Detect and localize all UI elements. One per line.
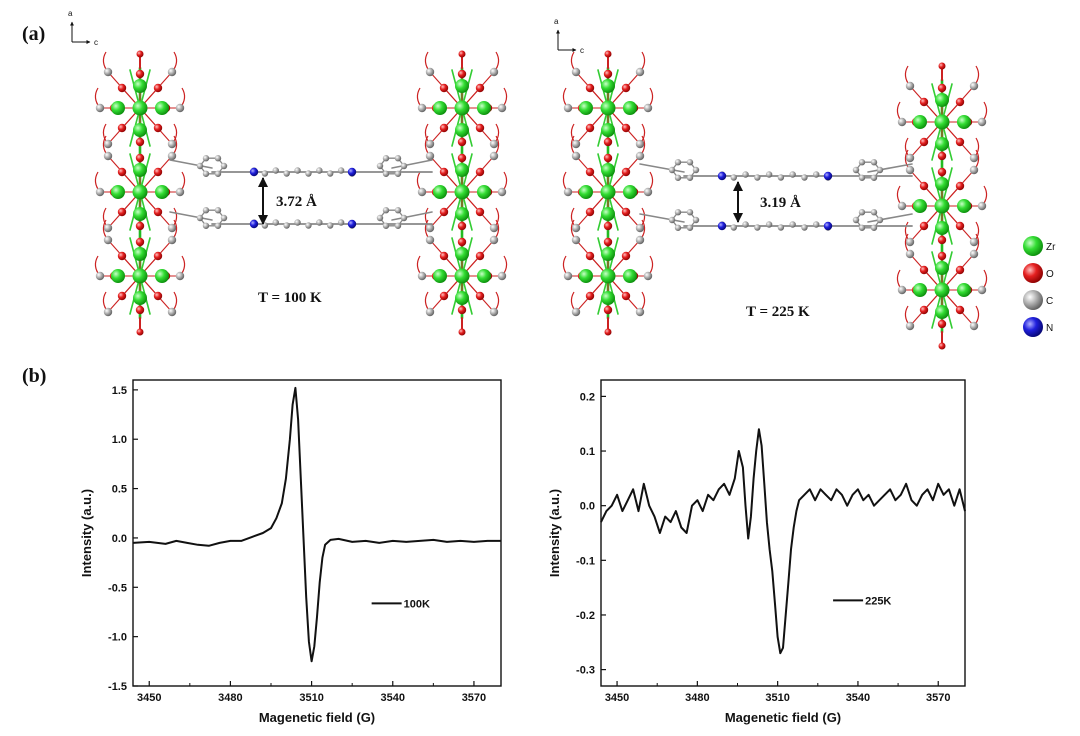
axes-indicator-right: a c (554, 17, 584, 55)
x-tick-label: 3450 (605, 692, 629, 704)
axis-c-label-right: c (580, 46, 584, 55)
mof-column-left-b-cluster-0 (562, 51, 654, 149)
linker-upper-left (169, 155, 433, 177)
stacking-distance-right: 3.19 Å (733, 181, 801, 223)
legend-swatch-o (1023, 263, 1043, 283)
x-tick-label: 3540 (846, 692, 870, 704)
mof-column-left-a-cluster-0 (94, 51, 186, 149)
panel-b-label: (b) (22, 365, 46, 387)
linker-upper-right (639, 159, 913, 181)
mof-column-right-a-cluster-0 (416, 51, 508, 149)
y-tick-label: -0.2 (576, 610, 595, 622)
x-tick-label: 3540 (381, 692, 405, 704)
x-axis-title: Magenetic field (G) (259, 710, 375, 725)
x-tick-label: 3510 (765, 692, 789, 704)
y-tick-label: 0.0 (580, 501, 595, 513)
y-axis-title: Intensity (a.u.) (547, 489, 562, 577)
temperature-label-right: T = 225 K (746, 304, 810, 320)
y-tick-label: 0.0 (112, 533, 127, 545)
linker-lower-right (639, 209, 913, 231)
legend-label-n: N (1046, 323, 1053, 334)
distance-label-right: 3.19 Å (760, 195, 801, 211)
x-tick-label: 3570 (462, 692, 486, 704)
y-tick-label: -0.1 (576, 555, 595, 567)
mof-column-right-b-cluster-1 (896, 149, 988, 247)
axis-c-label-left: c (94, 38, 98, 47)
mof-column-left-a-cluster-2 (94, 219, 186, 317)
mof-column-right-a-cluster-2 (416, 219, 508, 317)
mof-column-right-a-cluster-1 (416, 135, 508, 233)
y-tick-label: -0.5 (108, 582, 127, 594)
y-tick-label: 1.5 (112, 385, 127, 397)
mof-column-left-b-cluster-1 (562, 135, 654, 233)
y-tick-label: 1.0 (112, 434, 127, 446)
y-tick-label: 0.2 (580, 391, 595, 403)
mof-column-left-a-cluster-1 (94, 135, 186, 233)
y-tick-label: -1.0 (108, 632, 127, 644)
axis-a-label-right: a (554, 17, 559, 26)
x-tick-label: 3480 (685, 692, 709, 704)
epr-chart-100k: 3450 3480 3510 3540 3570 -1.5 -1.0 -0.5 0.0 0.5 1.… (79, 379, 502, 725)
series-line-100k (132, 386, 501, 663)
legend-swatch-n (1023, 317, 1043, 337)
y-tick-label: 0.5 (112, 484, 127, 496)
panel-a-label: (a) (22, 23, 45, 45)
legend-label-zr: Zr (1046, 242, 1056, 253)
y-tick-label: 0.1 (580, 446, 595, 458)
distance-label-left: 3.72 Å (276, 194, 317, 210)
legend-series-label: 225K (865, 595, 891, 607)
mof-column-right-b-cluster-2 (896, 233, 988, 331)
axis-a-label-left: a (68, 9, 73, 18)
x-tick-label: 3450 (137, 692, 161, 704)
x-tick-label: 3570 (926, 692, 950, 704)
element-legend: Zr O C N (1023, 236, 1056, 337)
linker-lower-left (169, 207, 433, 229)
crystal-structures (94, 50, 988, 350)
x-tick-label: 3510 (299, 692, 323, 704)
legend-label-o: O (1046, 269, 1054, 280)
legend-swatch-zr (1023, 236, 1043, 256)
temperature-label-left: T = 100 K (258, 290, 322, 306)
stacking-distance-left: 3.72 Å (258, 177, 317, 225)
y-tick-label: -0.3 (576, 665, 595, 677)
legend-series-label: 100K (404, 598, 430, 610)
mof-column-right-b-cluster-0 (896, 65, 988, 163)
legend-label-c: C (1046, 296, 1053, 307)
legend-swatch-c (1023, 290, 1043, 310)
series-line-225k (600, 428, 966, 655)
y-axis-title: Intensity (a.u.) (79, 489, 94, 577)
axes-indicator-left: a c (68, 9, 98, 47)
x-tick-label: 3480 (218, 692, 242, 704)
plot-frame (132, 379, 502, 687)
x-axis-title: Magenetic field (G) (725, 710, 841, 725)
mof-column-left-b-cluster-2 (562, 219, 654, 317)
y-tick-label: -1.5 (108, 681, 127, 693)
plot-frame (600, 379, 966, 687)
epr-chart-225k: 3450 3480 3510 3540 3570 -0.3 -0.2 -0.1 0.0 0.1 0.… (547, 379, 966, 725)
